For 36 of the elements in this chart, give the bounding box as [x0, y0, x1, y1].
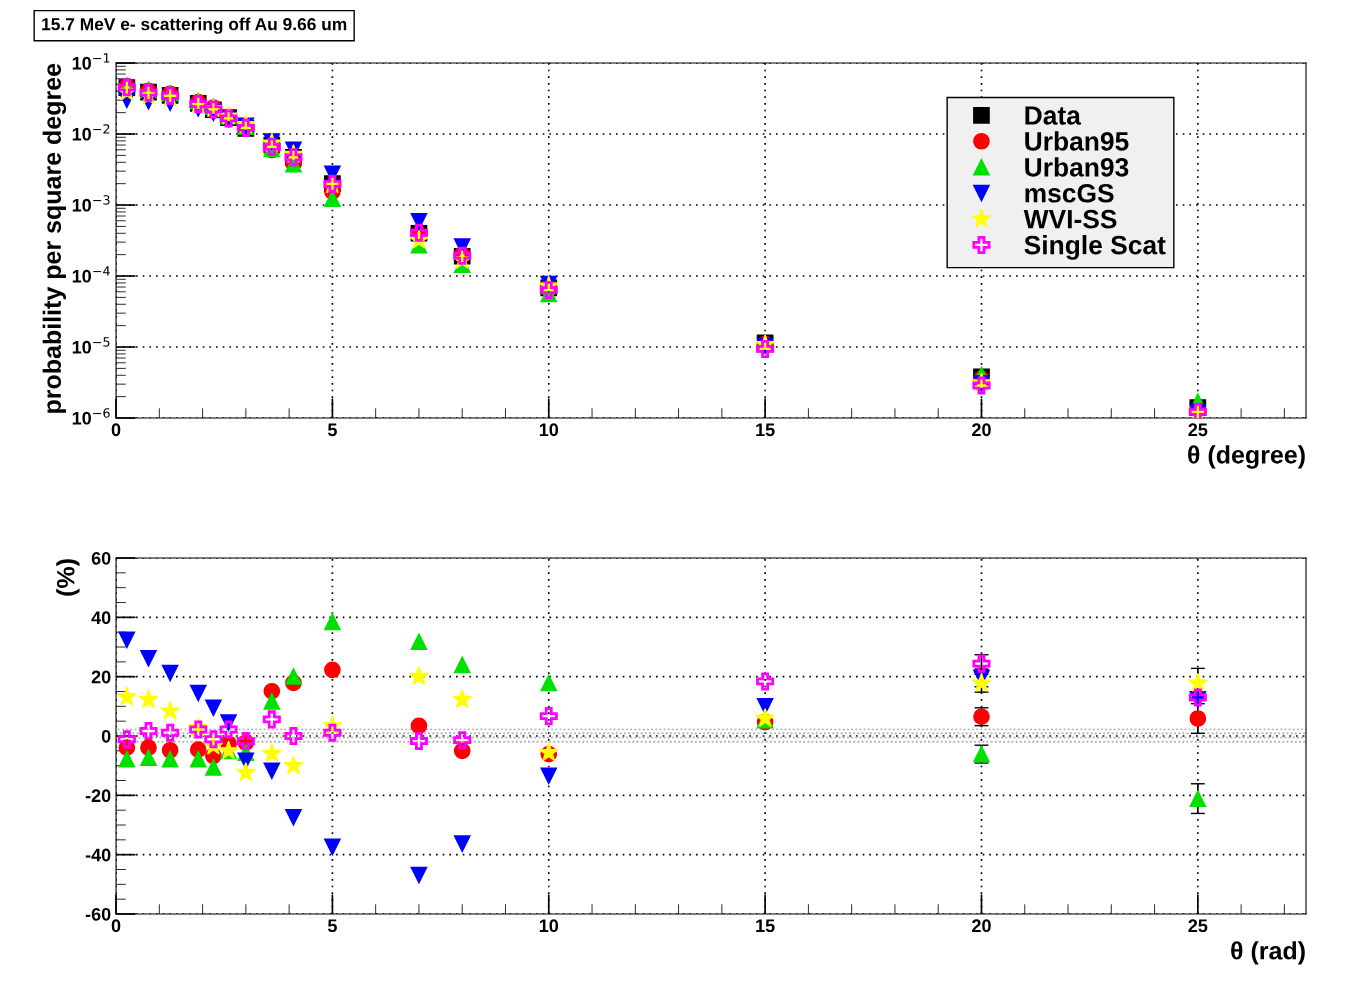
y-axis-title: probability per square degree	[42, 63, 67, 413]
legend-label: Urban95	[1025, 131, 1129, 151]
x-tick-label: 10	[539, 919, 559, 933]
y-tick-label: 0	[101, 729, 111, 743]
legend-label: Data	[1025, 106, 1082, 125]
y-tick-label: 60	[91, 551, 111, 565]
y-tick-label: 40	[91, 611, 111, 625]
y-tick-label: 10$^{−3}$	[72, 195, 110, 212]
x-axis-title: θ (degree)	[1188, 445, 1305, 469]
y-tick-label: 10$^{−5}$	[72, 337, 110, 354]
chart-title: 15.7 MeV e- scattering off Au 9.66 um	[42, 17, 347, 34]
x-tick-label: 15	[756, 919, 775, 933]
y-tick-label: 10$^{−2}$	[72, 124, 110, 141]
x-tick-label: 10	[539, 423, 559, 437]
legend-label: Urban93	[1025, 157, 1129, 177]
x-tick-label: 0	[111, 423, 121, 437]
x-tick-label: 5	[327, 919, 337, 933]
x-tick-label: 25	[1188, 423, 1208, 437]
x-axis-title: θ (rad)	[1231, 941, 1305, 965]
x-tick-label: 5	[327, 423, 337, 437]
x-tick-label: 20	[972, 919, 991, 933]
y-tick-label: 10$^{−4}$	[72, 266, 110, 283]
y-tick-label: 10$^{−6}$	[72, 408, 110, 425]
y-tick-label: -20	[85, 789, 111, 803]
y-axis-title: (%)	[56, 559, 80, 596]
x-tick-label: 0	[111, 919, 121, 933]
legend-label: mscGS	[1025, 183, 1114, 203]
x-tick-label: 15	[756, 423, 775, 437]
y-tick-label: 20	[91, 670, 111, 684]
x-tick-label: 20	[972, 423, 991, 437]
y-tick-label: 10$^{−1}$	[72, 53, 110, 70]
y-tick-label: -60	[85, 907, 111, 921]
x-tick-label: 25	[1188, 919, 1208, 933]
legend-label: WVI-SS	[1023, 209, 1117, 229]
y-tick-label: -40	[85, 848, 111, 862]
legend-label: Single Scat	[1024, 235, 1166, 260]
